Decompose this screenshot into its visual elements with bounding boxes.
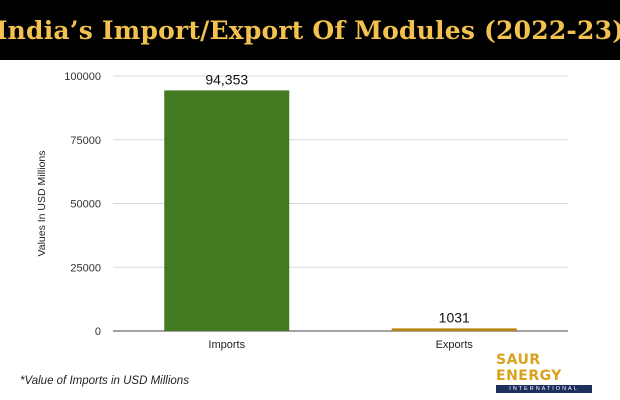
bar-imports [164,90,290,332]
logo-sub-text: INTERNATIONAL [496,385,592,393]
y-tick-label: 50000 [70,199,101,211]
title-bar: India’s Import/Export Of Modules (2022-2… [0,0,620,60]
data-label-imports: 94,353 [205,71,248,87]
y-tick-label: 0 [95,326,101,338]
y-axis-label: Values In USD Millions [36,150,48,256]
data-label-exports: 1031 [439,309,470,325]
chart-title: India’s Import/Export Of Modules (2022-2… [0,15,620,45]
x-tick-label: Imports [208,339,245,351]
footnote: *Value of Imports in USD Millions [20,375,189,387]
logo-main-text: SAUR ENERGY [496,352,562,384]
saur-energy-logo: SAUR ENERGY INTERNATIONAL [496,352,596,393]
y-tick-label: 75000 [70,135,101,147]
x-tick-label: Exports [436,339,474,351]
bar-chart: 0 25000 50000 75000 100000 Values In USD Mill… [36,71,568,351]
y-tick-label: 25000 [70,262,101,274]
bar-exports [391,328,517,331]
y-tick-label: 100000 [64,71,101,83]
